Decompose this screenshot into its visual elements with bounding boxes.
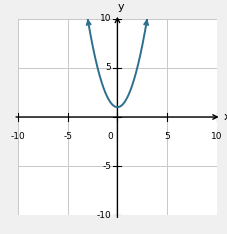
Text: -5: -5 — [102, 162, 111, 171]
Text: -5: -5 — [63, 132, 72, 141]
Text: 10: 10 — [99, 14, 111, 23]
Text: 10: 10 — [210, 132, 221, 141]
Text: 5: 5 — [163, 132, 169, 141]
Text: 5: 5 — [105, 63, 111, 72]
Text: x: x — [222, 112, 227, 122]
Text: -10: -10 — [11, 132, 25, 141]
Text: -10: -10 — [96, 211, 111, 220]
Text: 0: 0 — [107, 132, 113, 141]
Text: y: y — [118, 2, 124, 12]
